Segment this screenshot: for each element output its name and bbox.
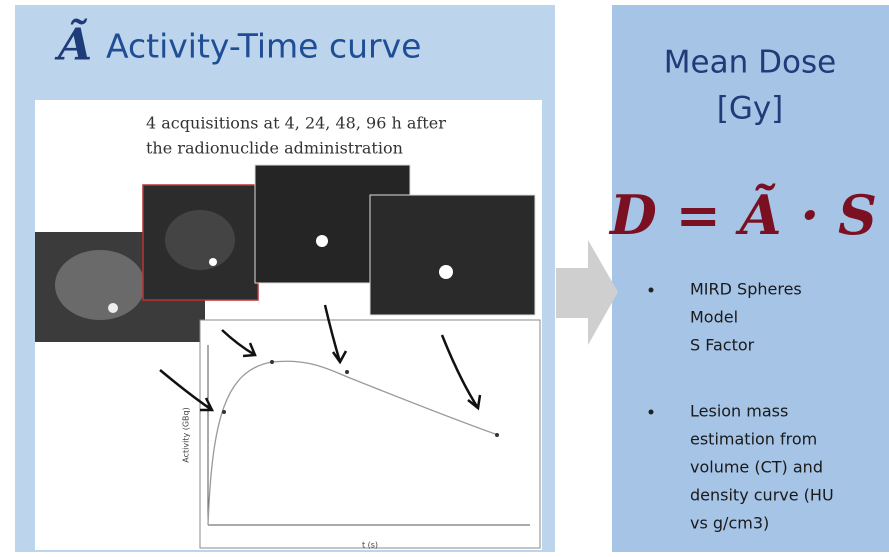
- point: [495, 433, 499, 437]
- heading-line: Mean Dose: [664, 45, 836, 81]
- scan-spot: [108, 303, 118, 313]
- bullet-dot: [649, 288, 654, 293]
- slide: Ã Activity-Time curve 4 acquisitions at …: [0, 0, 889, 557]
- scan-spot: [209, 258, 217, 266]
- plot: Activity (GBq) t (s): [160, 305, 540, 550]
- point: [270, 360, 274, 364]
- bullet-line: Model: [690, 308, 738, 327]
- formula: D = Ã · S: [608, 183, 877, 247]
- caption-line: the radionuclide administration: [146, 139, 403, 158]
- bullet-line: S Factor: [690, 336, 755, 355]
- scan-blob: [165, 210, 235, 270]
- title-symbol: Ã: [54, 18, 92, 71]
- caption-line: 4 acquisitions at 4, 24, 48, 96 h after: [146, 114, 446, 133]
- scan-blob: [55, 250, 145, 320]
- heading-line: [Gy]: [717, 91, 784, 127]
- point: [222, 410, 226, 414]
- scan: [370, 195, 535, 315]
- bullet-line: density curve (HU: [690, 486, 834, 505]
- scan-spot: [439, 265, 453, 279]
- bullet-line: vs g/cm3): [690, 514, 769, 533]
- bullet-line: volume (CT) and: [690, 458, 823, 477]
- bullet-dot: [649, 410, 654, 415]
- point: [345, 370, 349, 374]
- x-label: t (s): [362, 541, 378, 550]
- bullet-line: estimation from: [690, 430, 817, 449]
- title: Activity-Time curve: [106, 27, 421, 66]
- y-label: Activity (GBq): [182, 407, 191, 462]
- scan-spot: [316, 235, 328, 247]
- bullet-line: MIRD Spheres: [690, 280, 802, 299]
- bullet-line: Lesion mass: [690, 402, 788, 421]
